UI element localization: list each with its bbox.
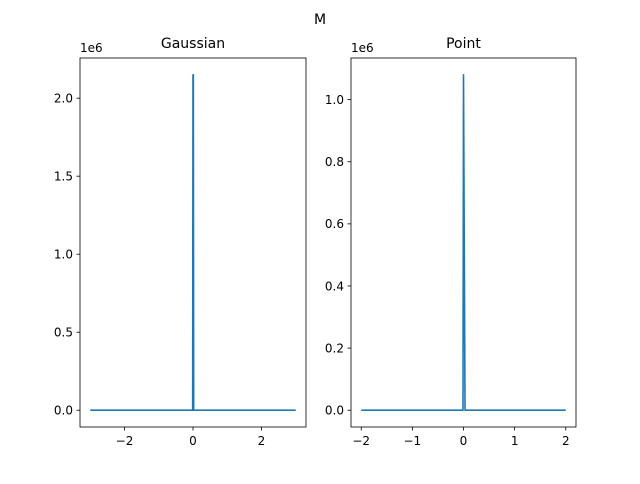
gaussian-series-line-0 bbox=[90, 73, 296, 412]
gaussian-x-tick-label: −2 bbox=[116, 434, 134, 448]
point-y-tick-label: 0.8 bbox=[325, 155, 344, 169]
point-y-tick-label: 0.0 bbox=[325, 404, 344, 418]
point-x-tick-label: 1 bbox=[511, 434, 519, 448]
panel-gaussian: −2 0 2 0.0 0.5 1.0 1.5 2.0 1e6 Gaussian bbox=[54, 36, 307, 448]
gaussian-title: Gaussian bbox=[161, 36, 225, 52]
gaussian-y-tick-label: 0.5 bbox=[54, 326, 73, 340]
gaussian-x-tick-label: 0 bbox=[189, 434, 197, 448]
point-y-offset-label: 1e6 bbox=[351, 41, 374, 55]
point-title: Point bbox=[446, 36, 481, 52]
point-y-tick-label: 0.4 bbox=[325, 279, 344, 293]
point-y-tick-label: 1.0 bbox=[325, 93, 344, 107]
gaussian-y-tick-label: 0.0 bbox=[54, 404, 73, 418]
gaussian-y-tick-label: 1.0 bbox=[54, 248, 73, 262]
gaussian-y-offset-label: 1e6 bbox=[80, 41, 103, 55]
gaussian-y-tick-label: 2.0 bbox=[54, 91, 73, 105]
point-x-tick-label: 0 bbox=[460, 434, 468, 448]
point-y-tick-label: 0.6 bbox=[325, 217, 344, 231]
point-x-tick-label: −1 bbox=[404, 434, 422, 448]
panel-point: −2 −1 0 1 2 0.0 0.2 0.4 0.6 0.8 1.0 1e6 Point bbox=[325, 36, 577, 448]
figure-suptitle: M bbox=[314, 12, 326, 28]
point-x-tick-label: 2 bbox=[562, 434, 570, 448]
point-y-tick-label: 0.2 bbox=[325, 341, 344, 355]
gaussian-y-tick-label: 1.5 bbox=[54, 169, 73, 183]
gaussian-x-tick-label: 2 bbox=[258, 434, 266, 448]
point-x-tick-label: −2 bbox=[352, 434, 370, 448]
point-series-line-0 bbox=[361, 73, 566, 412]
